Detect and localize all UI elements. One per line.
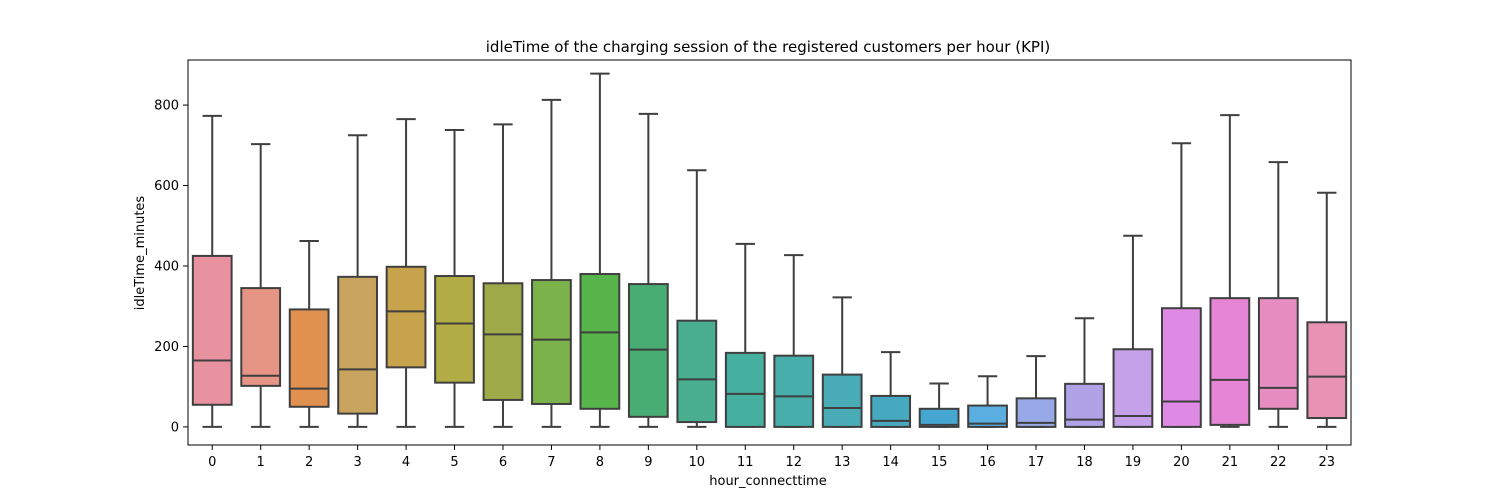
box-2 [288,308,330,408]
box-22 [1257,297,1299,410]
y-tick-label: 0 [171,420,179,435]
x-tick-label: 10 [689,455,706,470]
x-tick-label: 20 [1173,455,1190,470]
x-tick-label: 9 [644,455,652,470]
box-13 [821,373,863,428]
x-tick-label: 0 [208,455,216,470]
x-tick-label: 8 [596,455,604,470]
x-axis-title: hour_connecttime [709,474,826,489]
box-6 [482,282,524,401]
box-1 [240,287,282,387]
x-tick-label: 12 [785,455,802,470]
y-axis-title: idleTime_minutes [133,196,148,311]
x-tick-label: 17 [1028,455,1045,470]
y-tick-label: 600 [154,179,179,194]
box-11 [724,351,766,428]
x-tick-label: 13 [834,455,851,470]
box-10 [676,319,718,424]
y-tick-label: 800 [154,99,179,114]
y-tick-label: 400 [154,259,179,274]
box-21 [1209,297,1251,426]
x-tick-label: 19 [1125,455,1142,470]
x-tick-label: 18 [1076,455,1093,470]
x-tick-label: 3 [353,455,361,470]
x-tick-label: 7 [547,455,555,470]
box-20 [1161,307,1202,428]
plot-frame [187,59,1352,446]
box-3 [337,275,378,415]
box-14 [870,394,912,428]
box-15 [918,407,960,428]
plot-area: 0 1 2 3 4 5 6 7 8 9 10 11 12 13 14 15 16 17 18 19 20 21 22 2302… [154,59,1352,470]
x-tick-label: 15 [931,455,948,470]
box-7 [531,279,572,405]
y-tick-label: 200 [154,340,179,355]
box-5 [434,275,475,384]
x-tick-label: 21 [1222,455,1239,470]
x-tick-label: 16 [979,455,996,470]
x-tick-label: 22 [1270,455,1287,470]
x-tick-label: 11 [737,455,754,470]
x-tick-label: 2 [305,455,313,470]
chart-title: idleTime of the charging session of the … [486,38,1051,56]
box-4 [385,265,427,369]
x-tick-label: 1 [257,455,265,470]
box-23 [1306,321,1348,420]
box-0 [191,254,233,406]
x-tick-label: 6 [499,455,507,470]
box-16 [967,404,1008,428]
x-tick-label: 5 [450,455,458,470]
box-19 [1112,348,1154,428]
box-8 [579,273,621,410]
box-12 [773,354,815,428]
x-tick-label: 14 [882,455,899,470]
x-tick-label: 23 [1318,455,1335,470]
x-tick-label: 4 [402,455,410,470]
